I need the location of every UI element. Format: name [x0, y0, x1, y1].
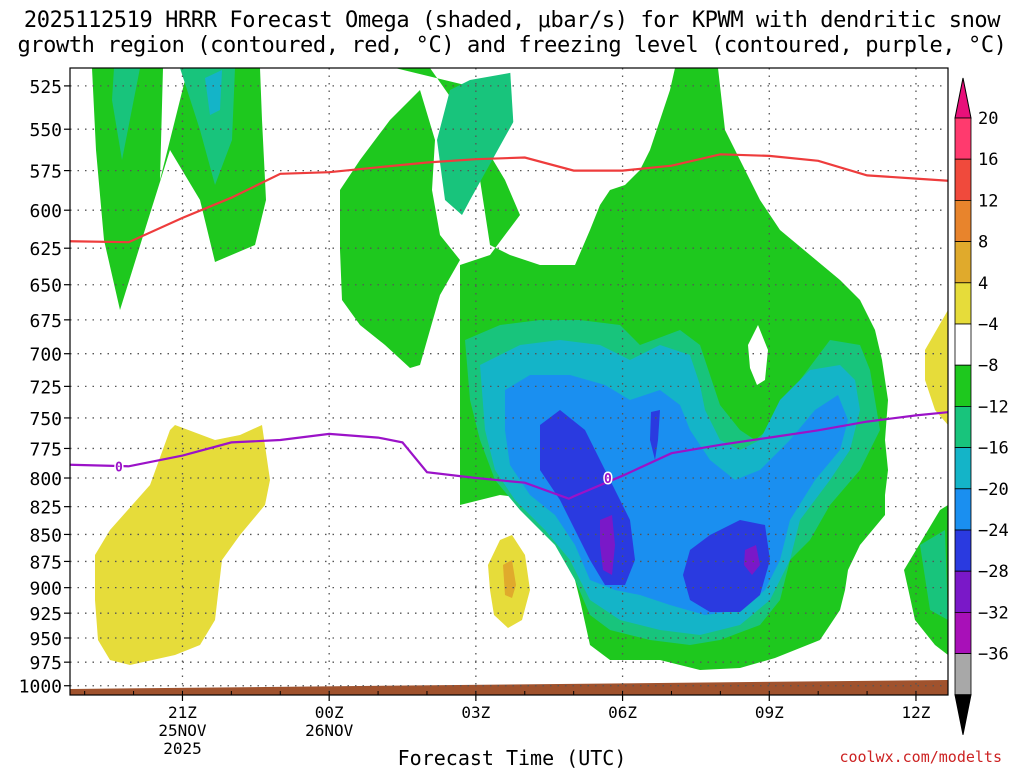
- dendritic-growth-contour: [70, 153, 948, 244]
- colorbar-label: 12: [978, 191, 998, 211]
- colorbar-swatch: [954, 570, 972, 613]
- y-tick-label: 950: [29, 629, 62, 650]
- contour-label: 0: [604, 472, 612, 487]
- omega-hole: [510, 68, 565, 205]
- omega-hole: [748, 325, 768, 385]
- colorbar-label: −32: [978, 603, 1009, 623]
- y-tick-label: 850: [29, 525, 62, 546]
- x-tick-label: 00Z: [315, 703, 344, 722]
- contour-label: −12: [1017, 152, 1024, 167]
- y-tick-label: 825: [29, 498, 62, 519]
- x-axis-label: Forecast Time (UTC): [397, 746, 627, 770]
- colorbar-label: 8: [978, 233, 988, 253]
- y-tick-label: 800: [29, 469, 62, 490]
- y-tick-label: 975: [29, 653, 62, 674]
- chart-title-line-1: 2025112519 HRRR Forecast Omega (shaded, …: [23, 8, 1001, 33]
- colorbar: 20 16 12 8 4 −4 −8 −12 −16 −20 −24 −28 −32 −36: [954, 77, 1009, 735]
- colorbar-label: −36: [978, 645, 1009, 665]
- colorbar-swatch: [954, 117, 972, 160]
- contours: −12 0 0: [70, 152, 1024, 500]
- y-tick-label: 750: [29, 409, 62, 430]
- omega-region-4..8: [95, 425, 270, 665]
- y-tick-label: 925: [29, 604, 62, 625]
- terrain-strip: [70, 680, 948, 695]
- omega-region--8..-12: [180, 68, 235, 185]
- y-tick-label: 700: [29, 345, 62, 366]
- y-tick-label: 675: [29, 311, 62, 332]
- axes: 525 550 575 600 625 650 675 700 725 750 775 800 825 8…: [19, 67, 949, 758]
- y-tick-label: 900: [29, 579, 62, 600]
- colorbar-label: −24: [978, 521, 1009, 541]
- x-tick-label: 12Z: [902, 703, 931, 722]
- y-tick-label: 725: [29, 377, 62, 398]
- omega-region--24..-28: [600, 515, 615, 575]
- omega-region--8..-12: [437, 72, 520, 215]
- x-tick-label: 03Z: [461, 703, 490, 722]
- omega-shading: [70, 68, 948, 695]
- freezing-level-contour: [70, 411, 948, 500]
- colorbar-label: −20: [978, 480, 1009, 500]
- omega-region--8..-12: [920, 530, 948, 620]
- omega-region--24..-28: [744, 545, 760, 575]
- contour-label: 0: [115, 460, 123, 475]
- y-tick-label: 600: [29, 201, 62, 222]
- colorbar-swatch: [954, 612, 972, 655]
- x-tick-label: 25NOV: [158, 721, 207, 740]
- chart-title-line-2: growth region (contoured, red, °C) and f…: [17, 33, 1007, 58]
- colorbar-top-arrow: [954, 77, 972, 119]
- colorbar-label: −4: [978, 315, 998, 335]
- x-tick-label: 09Z: [755, 703, 784, 722]
- grid: [70, 68, 948, 695]
- y-tick-label: 575: [29, 162, 62, 183]
- y-tick-label: 875: [29, 552, 62, 573]
- omega-region--20..-24: [650, 410, 660, 460]
- colorbar-swatch: [954, 364, 972, 407]
- colorbar-swatch: [954, 488, 972, 531]
- omega-region--8..-12: [112, 68, 140, 160]
- omega-region--12..-16: [205, 70, 222, 115]
- x-tick-label: 06Z: [608, 703, 637, 722]
- x-tick-label: 2025: [163, 739, 202, 758]
- omega-region--4..-8: [340, 90, 460, 368]
- colorbar-swatch: [954, 529, 972, 572]
- omega-region--20..-24: [683, 520, 770, 612]
- y-tick-label: 650: [29, 276, 62, 297]
- plot-frame: [69, 67, 949, 696]
- x-tick-label: 21Z: [168, 703, 197, 722]
- colorbar-swatch: [954, 653, 972, 696]
- colorbar-swatch: [954, 447, 972, 490]
- y-tick-label: 525: [29, 77, 62, 98]
- colorbar-swatch: [954, 323, 972, 366]
- colorbar-bottom-arrow: [954, 694, 972, 735]
- colorbar-label: −16: [978, 439, 1009, 459]
- y-tick-label: 550: [29, 120, 62, 141]
- colorbar-label: 20: [978, 109, 998, 129]
- omega-region-4..8: [925, 310, 948, 425]
- colorbar-label: −8: [978, 356, 998, 376]
- colorbar-label: −28: [978, 562, 1009, 582]
- x-tick-label: 26NOV: [305, 721, 354, 740]
- colorbar-swatch: [954, 405, 972, 448]
- omega-region-8..12: [503, 560, 516, 598]
- y-tick-label: 775: [29, 439, 62, 460]
- colorbar-swatch: [954, 241, 972, 284]
- colorbar-label: 4: [978, 274, 988, 294]
- colorbar-swatch: [954, 158, 972, 201]
- y-tick-label: 1000: [19, 677, 62, 698]
- colorbar-swatch: [954, 282, 972, 325]
- y-tick-label: 625: [29, 239, 62, 260]
- colorbar-label: −12: [978, 397, 1009, 417]
- colorbar-label: 16: [978, 150, 998, 170]
- credit-link[interactable]: coolwx.com/modelts: [839, 748, 1002, 766]
- colorbar-swatch: [954, 199, 972, 242]
